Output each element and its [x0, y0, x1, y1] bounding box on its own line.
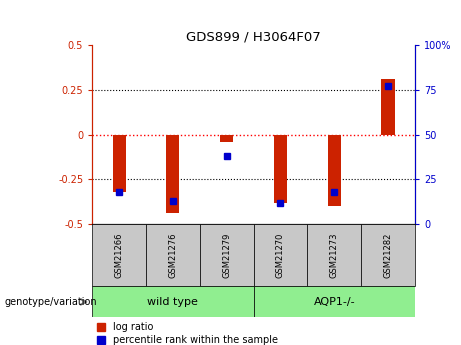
Text: genotype/variation: genotype/variation: [5, 297, 97, 307]
Bar: [166, 135, 179, 214]
Bar: [146, 224, 200, 286]
Text: AQP1-/-: AQP1-/-: [313, 297, 355, 307]
Legend: log ratio, percentile rank within the sample: log ratio, percentile rank within the sa…: [97, 322, 278, 345]
Bar: [92, 286, 254, 317]
Title: GDS899 / H3064F07: GDS899 / H3064F07: [186, 31, 321, 44]
Text: GSM21276: GSM21276: [168, 233, 177, 278]
Text: wild type: wild type: [148, 297, 198, 307]
Text: GSM21279: GSM21279: [222, 233, 231, 278]
Bar: [361, 224, 415, 286]
Text: GSM21282: GSM21282: [384, 233, 392, 278]
Text: GSM21273: GSM21273: [330, 233, 339, 278]
Text: GSM21266: GSM21266: [115, 233, 124, 278]
Bar: [112, 135, 126, 192]
Bar: [220, 135, 233, 142]
Bar: [274, 135, 287, 203]
Bar: [92, 224, 146, 286]
Bar: [328, 135, 341, 206]
Bar: [307, 224, 361, 286]
Bar: [254, 224, 307, 286]
Text: GSM21270: GSM21270: [276, 233, 285, 278]
Bar: [381, 79, 395, 135]
Bar: [200, 224, 254, 286]
Bar: [254, 286, 415, 317]
